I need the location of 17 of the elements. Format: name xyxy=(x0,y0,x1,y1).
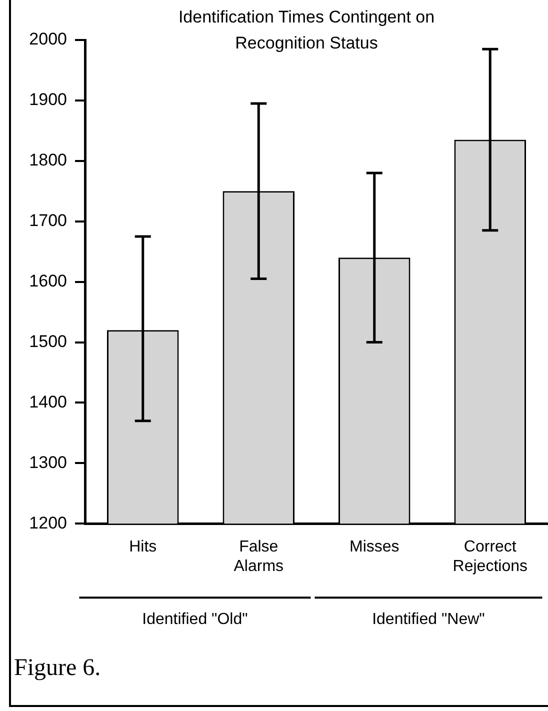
y-tick-label: 1700 xyxy=(29,211,67,230)
x-tick-label: Misses xyxy=(349,538,400,556)
y-tick-label: 1500 xyxy=(29,332,67,351)
y-tick-label: 1900 xyxy=(29,90,67,110)
x-tick-label: False Alarms xyxy=(234,538,284,575)
chart-title: Identification Times Contingent on Recognition Status xyxy=(178,8,435,53)
y-tick-label: 2000 xyxy=(29,30,67,49)
y-tick-label: 1200 xyxy=(29,513,67,532)
x-tick-label: Correct Rejections xyxy=(452,538,528,575)
text: Identified "Old" xyxy=(142,611,248,628)
y-tick-label: 1300 xyxy=(29,452,67,472)
y-tick-label: 1800 xyxy=(29,150,67,170)
y-tick-label: 1400 xyxy=(29,392,67,412)
text: Identified "New" xyxy=(372,611,485,628)
caption: Figure 6. xyxy=(14,655,101,682)
y-tick-label: 1600 xyxy=(29,271,67,290)
x-tick-label: Hits xyxy=(129,538,157,556)
